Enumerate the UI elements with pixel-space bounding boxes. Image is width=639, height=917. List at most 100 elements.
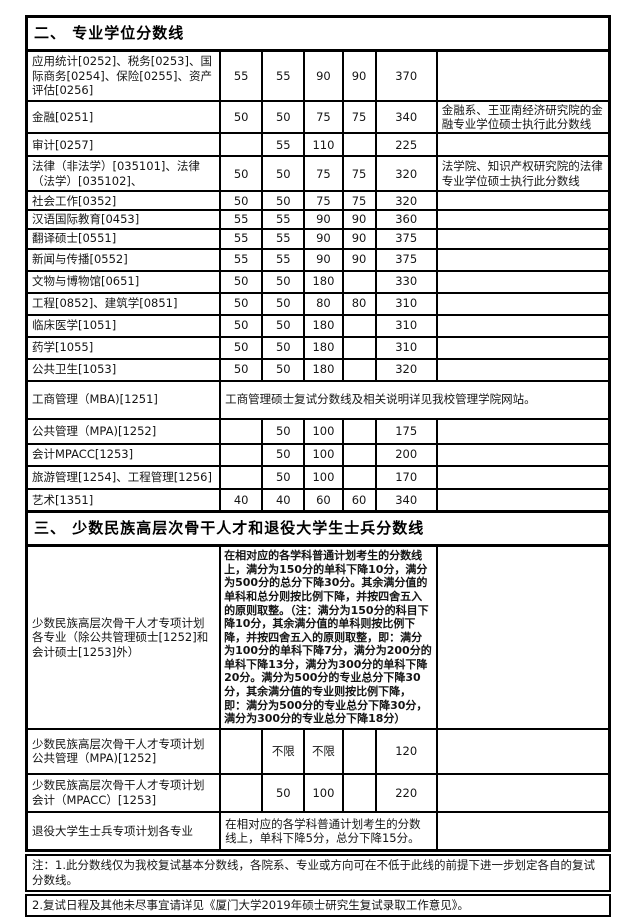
section2-rows: 应用统计[0252]、税务[0253]、国际商务[0254]、保险[0255]、… (25, 49, 611, 513)
score-cell: 50 (261, 357, 306, 382)
score-cell: 75 (303, 99, 344, 135)
name-cell: 少数民族高层次骨干人才专项计划公共管理（MPA)[1252] (25, 727, 222, 775)
table-row: 药学[1055] 50 50 180 310 (25, 335, 611, 360)
score-cell: 75 (303, 155, 344, 193)
table-row: 工商管理（MBA)[1251] 工商管理硕士复试分数线及相关说明详见我校管理学院网… (25, 379, 611, 420)
score-cell: 310 (374, 291, 438, 316)
score-cell: 50 (261, 417, 306, 445)
table-row: 会计MPACC[1253] 50 100 200 (25, 442, 611, 467)
score-cell: 50 (219, 335, 264, 360)
name-cell: 金融[0251] (25, 99, 222, 135)
score-cell: 55 (261, 132, 306, 158)
score-cell (341, 313, 377, 338)
score-cell (219, 417, 264, 445)
table-row: 金融[0251] 50 50 75 75 340 金融系、王亚南经济研究院的金融专业学位硕士… (25, 99, 611, 135)
score-cell: 50 (261, 155, 306, 193)
score-cell: 370 (374, 49, 438, 102)
table-row: 退役大学生士兵专项计划各专业 在相对应的各学科普通计划考生的分数线上，单科下降5分… (25, 810, 611, 852)
remark-cell (435, 464, 611, 490)
score-cell: 100 (303, 417, 344, 445)
remark-cell (435, 357, 611, 382)
remark-cell (435, 132, 611, 158)
note-cell: 在相对应的各学科普通计划考生的分数线上，单科下降5分，总分下降15分。 (219, 810, 438, 852)
score-cell: 90 (341, 49, 377, 102)
score-cell: 360 (374, 209, 438, 230)
name-cell: 艺术[1351] (25, 487, 222, 513)
score-cell (219, 464, 264, 490)
score-cell: 50 (219, 269, 264, 294)
score-cell: 50 (219, 291, 264, 316)
remark-cell (435, 190, 611, 212)
score-cell: 90 (303, 49, 344, 102)
score-cell: 100 (303, 772, 344, 813)
score-cell: 50 (261, 291, 306, 316)
score-cell (341, 417, 377, 445)
name-cell: 工程[0852]、建筑学[0851] (25, 291, 222, 316)
score-cell: 不限 (261, 727, 306, 775)
name-cell: 文物与博物馆[0651] (25, 269, 222, 294)
remark-cell (435, 247, 611, 272)
name-cell: 社会工作[0352] (25, 190, 222, 212)
table-row: 少数民族高层次骨干人才专项计划公共管理（MPA)[1252] 不限 不限 120 (25, 727, 611, 775)
name-cell: 退役大学生士兵专项计划各专业 (25, 810, 222, 852)
footnote-2: 2.复试日程及其他未尽事宜请详见《厦门大学2019年硕士研究生复试录取工作意见》… (25, 894, 611, 917)
score-cell (341, 727, 377, 775)
score-cell: 55 (219, 209, 264, 230)
name-cell: 法律（非法学）[035101]、法律（法学）[035102]、 (25, 155, 222, 193)
table-row: 应用统计[0252]、税务[0253]、国际商务[0254]、保险[0255]、… (25, 49, 611, 102)
remark-cell (435, 442, 611, 467)
remark-cell: 法学院、知识产权研究院的法律专业学位硕士执行此分数线 (435, 155, 611, 193)
score-cell: 100 (303, 464, 344, 490)
score-cell: 90 (303, 227, 344, 250)
score-cell: 50 (219, 313, 264, 338)
table-row: 少数民族高层次骨干人才专项计划各专业（除公共管理硕士[1252]和会计硕士[12… (25, 544, 611, 730)
score-cell (219, 442, 264, 467)
table-row: 汉语国际教育[0453] 55 55 90 90 360 (25, 209, 611, 230)
score-cell (219, 772, 264, 813)
name-cell: 会计MPACC[1253] (25, 442, 222, 467)
score-cell: 225 (374, 132, 438, 158)
score-cell (219, 132, 264, 158)
table-row: 法律（非法学）[035101]、法律（法学）[035102]、 50 50 75 75 3… (25, 155, 611, 193)
score-cell: 50 (261, 442, 306, 467)
table-row: 旅游管理[1254]、工程管理[1256] 50 100 170 (25, 464, 611, 490)
remark-cell (435, 313, 611, 338)
score-cell: 50 (219, 357, 264, 382)
score-cell: 75 (341, 155, 377, 193)
score-cell: 170 (374, 464, 438, 490)
score-cell: 310 (374, 313, 438, 338)
remark-cell: 金融系、王亚南经济研究院的金融专业学位硕士执行此分数线 (435, 99, 611, 135)
score-cell: 310 (374, 335, 438, 360)
score-cell: 60 (341, 487, 377, 513)
score-cell: 80 (341, 291, 377, 316)
score-cell (341, 772, 377, 813)
table-row: 翻译硕士[0551] 55 55 90 90 375 (25, 227, 611, 250)
score-cell: 100 (303, 442, 344, 467)
section3-title: 三、 少数民族高层次骨干人才和退役大学生士兵分数线 (25, 510, 611, 548)
score-cell: 90 (303, 247, 344, 272)
remark-cell (435, 772, 611, 813)
score-cell: 50 (261, 269, 306, 294)
score-cell: 340 (374, 487, 438, 513)
table-row: 公共卫生[1053] 50 50 180 320 (25, 357, 611, 382)
score-cell: 320 (374, 190, 438, 212)
score-cell: 200 (374, 442, 438, 467)
score-cell: 50 (219, 190, 264, 212)
score-cell: 40 (261, 487, 306, 513)
score-cell: 180 (303, 313, 344, 338)
table-row: 临床医学[1051] 50 50 180 310 (25, 313, 611, 338)
table-row: 新闻与传播[0552] 55 55 90 90 375 (25, 247, 611, 272)
score-line-document: 二、 专业学位分数线 应用统计[0252]、税务[0253]、国际商务[0254… (25, 15, 611, 917)
score-cell: 50 (261, 99, 306, 135)
table-row: 艺术[1351] 40 40 60 60 340 (25, 487, 611, 513)
section3-rows: 少数民族高层次骨干人才专项计划各专业（除公共管理硕士[1252]和会计硕士[12… (25, 544, 611, 852)
remark-cell (435, 227, 611, 250)
score-cell: 50 (261, 335, 306, 360)
name-cell: 新闻与传播[0552] (25, 247, 222, 272)
score-cell: 50 (261, 464, 306, 490)
score-cell: 不限 (303, 727, 344, 775)
table-row: 公共管理（MPA)[1252] 50 100 175 (25, 417, 611, 445)
score-cell: 330 (374, 269, 438, 294)
section2-title: 二、 专业学位分数线 (25, 15, 611, 52)
score-cell: 50 (219, 99, 264, 135)
